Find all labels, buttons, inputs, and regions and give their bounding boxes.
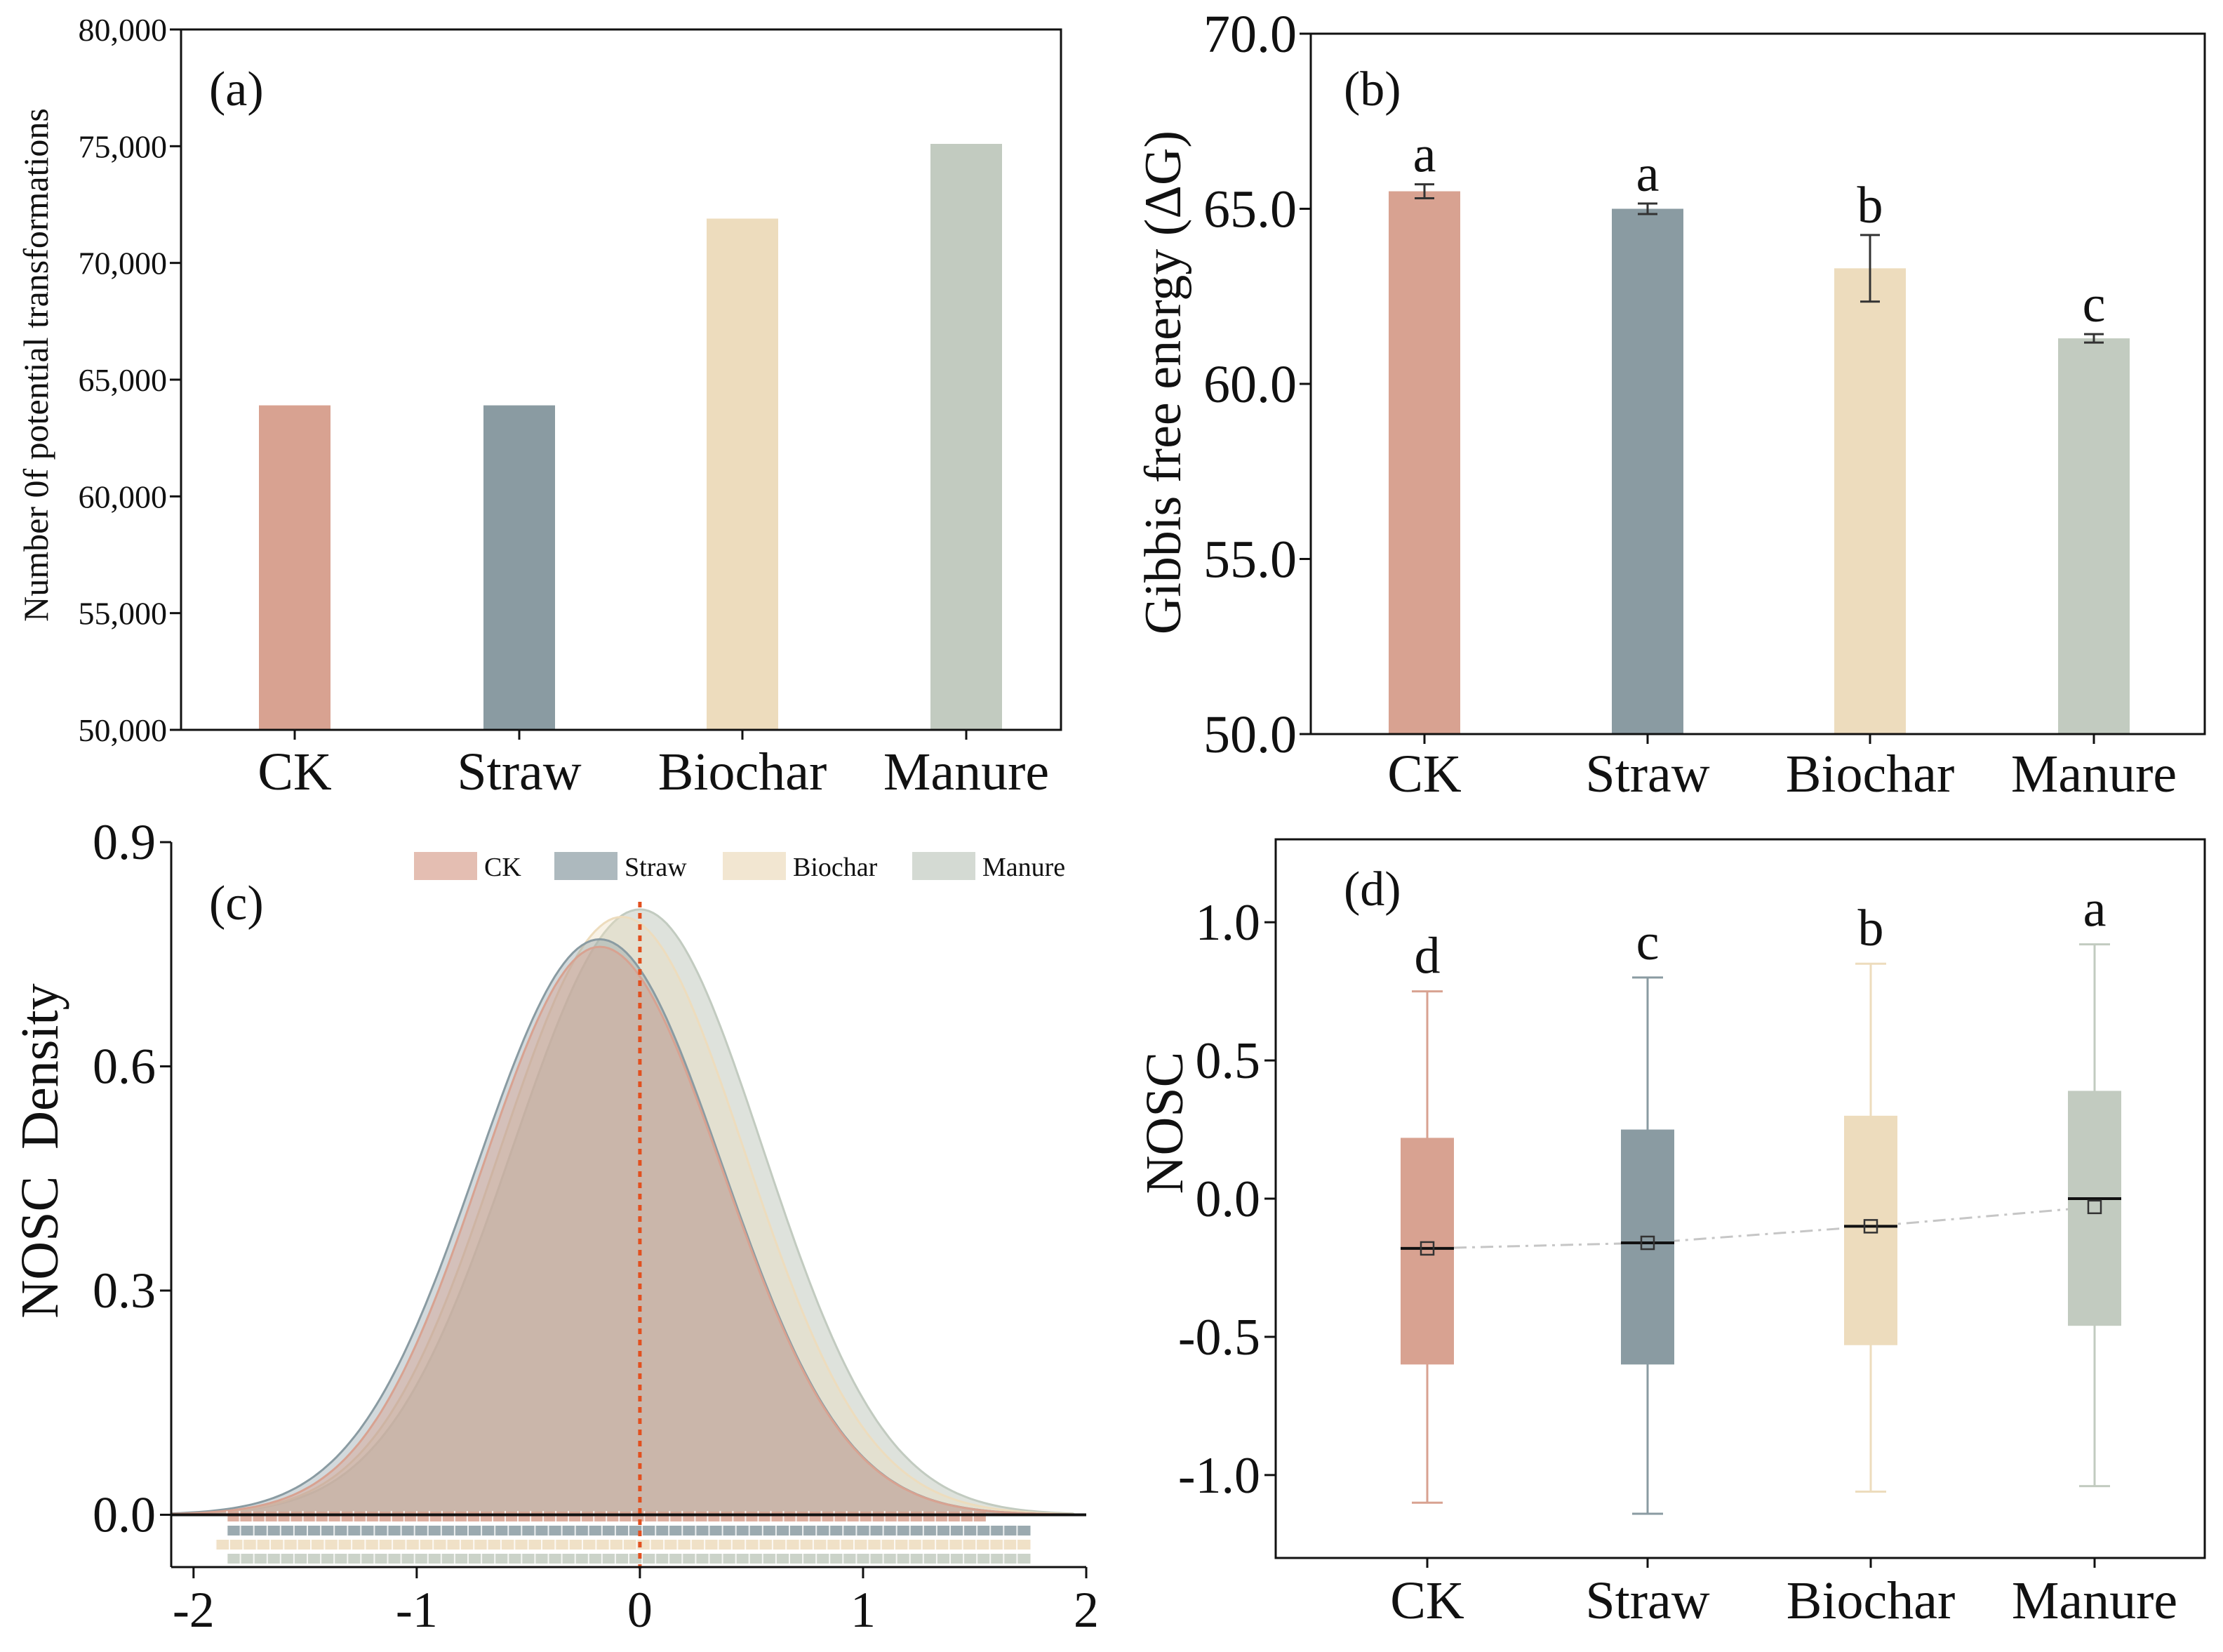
bar-b-straw [1612,208,1683,734]
y-axis-label-c: NOSC Density [11,983,69,1318]
y-tick-label-b: 60.0 [1203,355,1297,414]
mean-trend-line [1427,1206,2095,1250]
bar-b-manure [2058,338,2130,734]
x-tick-label-a: Biochar [658,742,827,801]
y-axis-label-a: Number 0f potential transformations [16,108,55,622]
bar-a-straw [483,405,555,730]
bar-b-biochar [1834,268,1906,735]
y-tick-label-a: 55,000 [79,596,168,632]
legend-label-manure: Manure [982,853,1065,882]
panel-label-c: (c) [209,877,264,931]
bar-a-manure [930,144,1002,731]
density-curve-ck [170,945,1076,1516]
x-tick-label-a: Straw [457,742,581,801]
legend-label-straw: Straw [625,853,687,882]
density-curve-biochar [170,915,1076,1516]
panel-b-bar-chart: a a b c 50.0 55.0 60.0 65.0 70.0 CK Straw Biochar M… [1135,5,2206,804]
legend-label-biochar: Biochar [793,853,878,882]
x-tick-label-b: Straw [1585,745,1709,804]
x-tick-label-c: 0 [627,1582,653,1638]
panel-label-a: (a) [209,62,264,116]
panel-label-b: (b) [1344,62,1401,116]
y-tick-label-c: 0.0 [93,1486,156,1543]
significance-letter-b: b [1857,177,1883,234]
y-tick-label-a: 70,000 [79,246,168,281]
significance-letter-d: d [1415,928,1441,985]
panel-a-bar-chart: 50,000 55,000 60,000 65,000 70,000 75,000 80,0… [16,12,1062,801]
legend-swatch-ck [414,852,477,880]
rug-gaps-biochar [215,1539,1018,1550]
box-manure [2068,1091,2121,1326]
x-tick-label-c: 1 [850,1582,876,1638]
y-tick-label-a: 50,000 [79,712,168,748]
y-tick-label-b: 50.0 [1203,705,1297,764]
y-tick-label-d: -0.5 [1178,1309,1260,1366]
legend-c: CK Straw Biochar Manure [414,852,1065,882]
mean-marker-ck [1420,1241,1435,1256]
x-tick-label-b: CK [1387,745,1462,804]
panel-c-density-plot: 0.0 0.3 0.6 0.9 -2 -1 0 1 2 CK Straw Biochar Manure… [11,814,1099,1638]
significance-letter-d: c [1636,914,1660,971]
significance-letter-d: b [1858,900,1884,957]
rug-gaps-manure [226,1553,1018,1564]
legend-swatch-biochar [723,852,786,880]
y-tick-label-b: 65.0 [1203,180,1297,239]
rug-gaps-straw [226,1525,1018,1536]
x-tick-label-d: Straw [1585,1571,1709,1630]
significance-letter-d: a [2083,881,2107,938]
y-tick-label-d: 0.0 [1196,1171,1261,1228]
y-tick-label-c: 0.9 [93,814,156,870]
bar-a-ck [259,405,331,730]
y-tick-label-c: 0.6 [93,1038,156,1094]
density-curve-manure [170,908,1079,1516]
panel-label-d: (d) [1344,862,1401,917]
y-tick-label-d: -1.0 [1178,1447,1260,1505]
box-biochar [1844,1115,1897,1345]
x-tick-label-c: 2 [1074,1582,1099,1638]
mean-marker-straw [1640,1235,1655,1251]
x-tick-label-b: Manure [2011,745,2177,804]
x-tick-label-a: Manure [883,742,1049,801]
box-ck [1401,1138,1454,1365]
legend-label-ck: CK [484,853,521,882]
y-axis-label-d: NOSC [1135,1052,1194,1194]
y-tick-label-a: 60,000 [79,479,168,514]
y-tick-label-a: 80,000 [79,12,168,48]
x-tick-label-c: -2 [173,1582,215,1638]
x-tick-label-d: Manure [2012,1571,2177,1630]
y-tick-label-d: 1.0 [1196,894,1261,952]
significance-letter-b: a [1413,126,1436,184]
bar-b-ck [1389,191,1460,734]
y-tick-label-d: 0.5 [1196,1032,1261,1090]
panel-d-box-plot: d c b a -1.0 -0.5 0.0 0.5 1.0 CK Straw Biochar Manu… [1135,838,2206,1630]
rug-gaps-ck [226,1511,974,1522]
x-tick-label-c: -1 [396,1582,438,1638]
y-tick-label-b: 70.0 [1203,5,1297,64]
y-axis-label-b: Gibbis free energy (ΔG) [1135,131,1192,634]
mean-marker-biochar [1863,1219,1878,1234]
x-tick-label-b: Biochar [1786,745,1955,804]
y-tick-label-a: 75,000 [79,128,168,164]
legend-swatch-straw [554,852,618,880]
bar-a-biochar [707,218,778,731]
mean-marker-manure [2087,1199,2102,1215]
y-tick-label-a: 65,000 [79,362,168,398]
x-tick-label-d: CK [1390,1571,1464,1630]
y-tick-label-c: 0.3 [93,1263,156,1319]
significance-letter-b: c [2083,276,2106,333]
legend-swatch-manure [912,852,975,880]
x-tick-label-d: Biochar [1787,1571,1956,1630]
box-straw [1621,1129,1674,1365]
y-tick-label-b: 55.0 [1203,531,1297,589]
significance-letter-b: a [1636,145,1660,203]
x-tick-label-a: CK [258,742,332,801]
